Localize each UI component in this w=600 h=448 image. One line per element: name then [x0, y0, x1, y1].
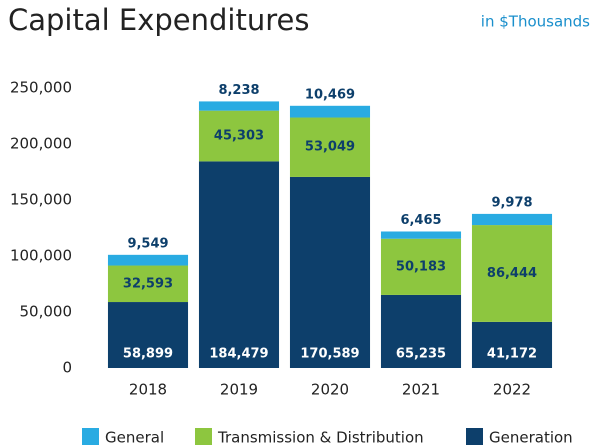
data-label: 45,303 — [214, 129, 264, 144]
data-label: 65,235 — [396, 347, 446, 362]
legend-swatch — [466, 428, 483, 445]
bar-segment — [380, 238, 462, 295]
x-tick-label: 2022 — [493, 381, 531, 399]
y-tick-label: 0 — [62, 359, 72, 377]
x-tick-label: 2019 — [220, 381, 258, 399]
bar-segment — [289, 176, 371, 368]
data-label: 9,549 — [127, 236, 168, 251]
bar-segment — [380, 294, 462, 368]
bar-segment — [198, 110, 280, 162]
legend-label: General — [105, 429, 164, 447]
data-label: 184,479 — [209, 347, 268, 362]
chart-title: Capital Expenditures — [8, 3, 309, 37]
data-label: 170,589 — [300, 347, 359, 362]
y-tick-label: 50,000 — [20, 303, 73, 321]
bar-segment — [471, 213, 553, 226]
legend-label: Generation — [489, 429, 573, 447]
bar-segment — [107, 302, 189, 368]
x-tick-label: 2020 — [311, 381, 349, 399]
legend-swatch — [195, 428, 212, 445]
bar-segment — [289, 105, 371, 118]
data-label: 10,469 — [305, 87, 355, 102]
chart-subtitle: in $Thousands — [481, 13, 590, 31]
data-label: 58,899 — [123, 347, 173, 362]
bar-segment — [471, 225, 553, 322]
data-label: 9,978 — [491, 195, 532, 210]
bar-segment — [471, 321, 553, 368]
bar-segment — [107, 265, 189, 303]
data-label: 8,238 — [218, 83, 259, 98]
y-tick-label: 200,000 — [10, 135, 72, 153]
bar-segment — [380, 231, 462, 239]
y-tick-label: 250,000 — [10, 79, 72, 97]
legend-swatch — [82, 428, 99, 445]
data-label: 41,172 — [487, 347, 537, 362]
y-tick-label: 100,000 — [10, 247, 72, 265]
x-tick-label: 2021 — [402, 381, 440, 399]
bar-segment — [198, 161, 280, 368]
data-label: 32,593 — [123, 276, 173, 291]
data-label: 50,183 — [396, 259, 446, 274]
data-label: 53,049 — [305, 140, 355, 155]
x-tick-label: 2018 — [129, 381, 167, 399]
data-label: 86,444 — [487, 266, 537, 281]
y-tick-label: 150,000 — [10, 191, 72, 209]
bar-segment — [289, 117, 371, 177]
bar-segment — [198, 101, 280, 111]
data-label: 6,465 — [400, 213, 441, 228]
bar-segment — [107, 254, 189, 266]
legend-label: Transmission & Distribution — [217, 429, 424, 447]
